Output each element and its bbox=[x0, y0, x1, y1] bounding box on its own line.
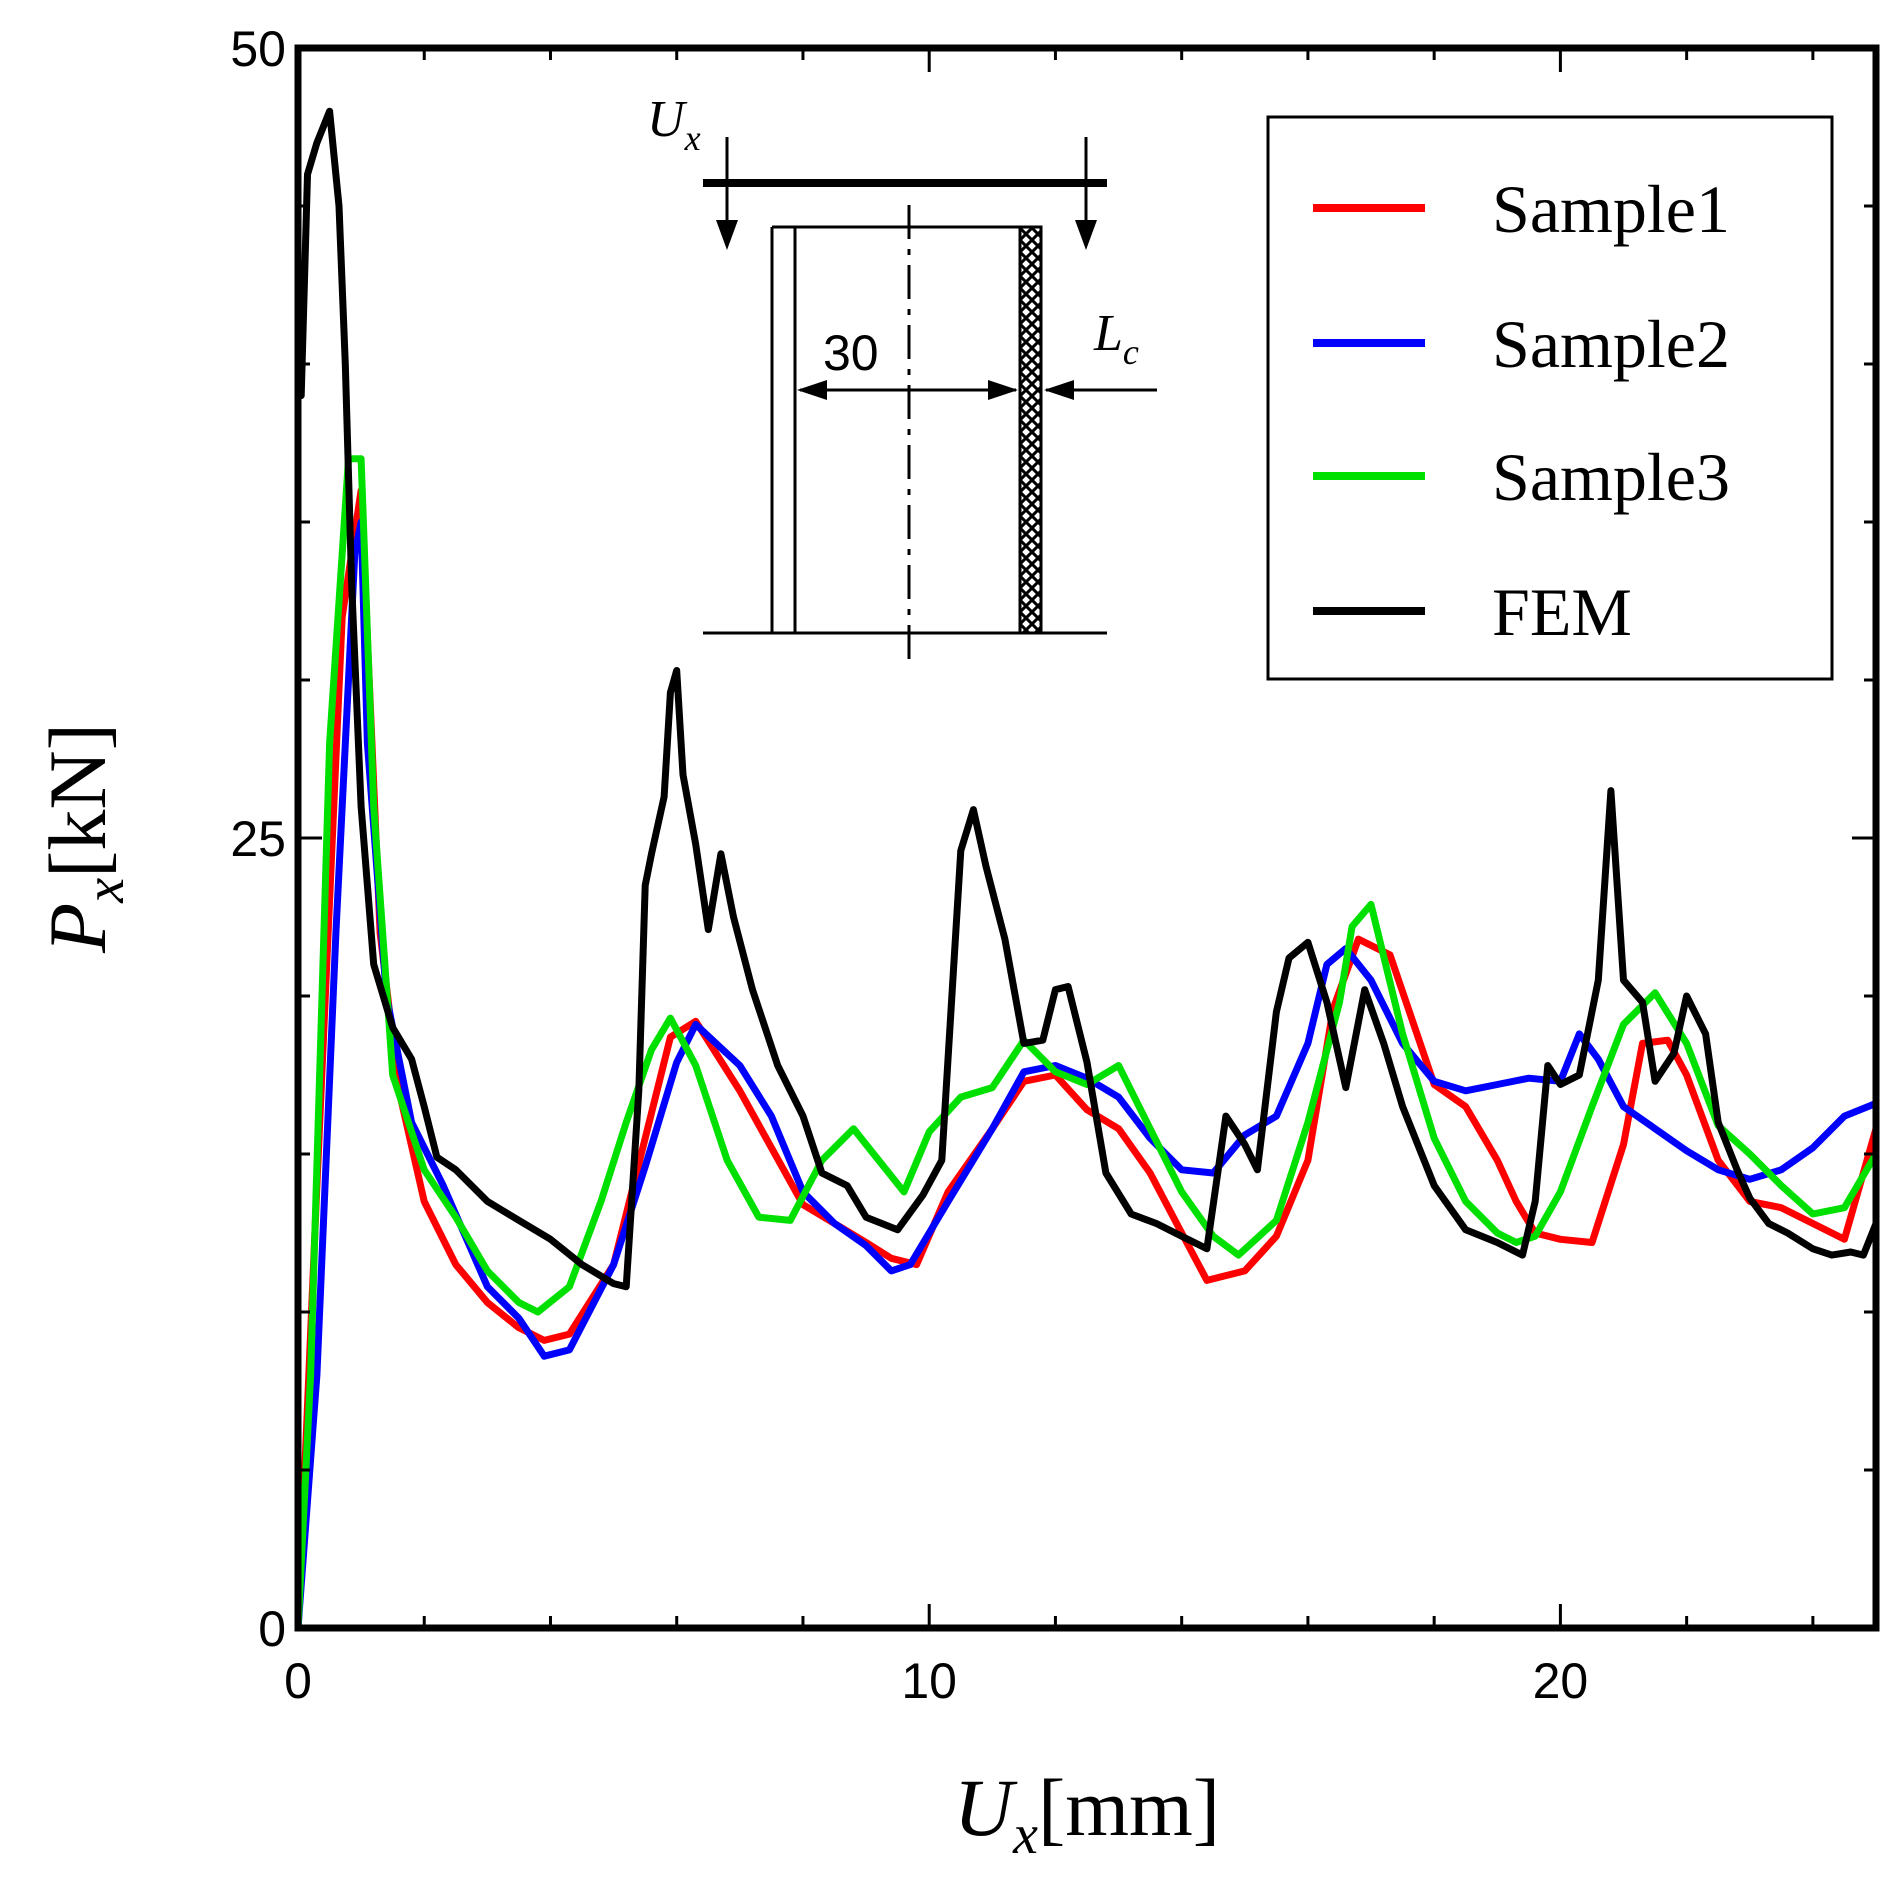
y-tick-label: 25 bbox=[230, 811, 286, 867]
legend-label-sample3: Sample3 bbox=[1492, 439, 1730, 515]
x-axis-title: Ux[mm] bbox=[954, 1762, 1220, 1866]
inset-schematic: Ux 30 Lc bbox=[647, 91, 1157, 660]
x-tick-label: 0 bbox=[284, 1653, 312, 1709]
inset-length-arrowhead bbox=[1044, 380, 1074, 400]
series-line-fem bbox=[298, 107, 1876, 1291]
y-tick-label: 50 bbox=[230, 21, 286, 77]
series-line-sample3 bbox=[298, 455, 1876, 1628]
inset-arrowhead-left bbox=[716, 220, 738, 250]
x-tick-label: 20 bbox=[1533, 1653, 1589, 1709]
inset-dim-arrow-left bbox=[797, 380, 827, 400]
y-axis-title: Px[kN] bbox=[32, 723, 136, 954]
tick-labels: 0 10 20 0 25 50 bbox=[230, 21, 1588, 1709]
inset-length-label: Lc bbox=[1093, 305, 1139, 372]
legend-label-sample1: Sample1 bbox=[1492, 171, 1730, 247]
legend-label-sample2: Sample2 bbox=[1492, 306, 1730, 382]
inset-load-label: Ux bbox=[647, 91, 701, 158]
legend-label-fem: FEM bbox=[1492, 574, 1632, 650]
inset-crushed-zone bbox=[1018, 225, 1043, 635]
plot-frame bbox=[294, 44, 1880, 1632]
series-line-sample2 bbox=[298, 518, 1876, 1628]
series-line-sample1 bbox=[298, 486, 1876, 1628]
inset-arrowhead-right bbox=[1075, 220, 1097, 250]
inset-dimension-label: 30 bbox=[823, 325, 879, 381]
series-layer bbox=[298, 107, 1876, 1628]
inset-dim-arrow-right bbox=[988, 380, 1018, 400]
y-tick-label: 0 bbox=[258, 1601, 286, 1657]
legend: Sample1 Sample2 Sample3 FEM bbox=[1266, 115, 1834, 681]
x-tick-label: 10 bbox=[901, 1653, 957, 1709]
